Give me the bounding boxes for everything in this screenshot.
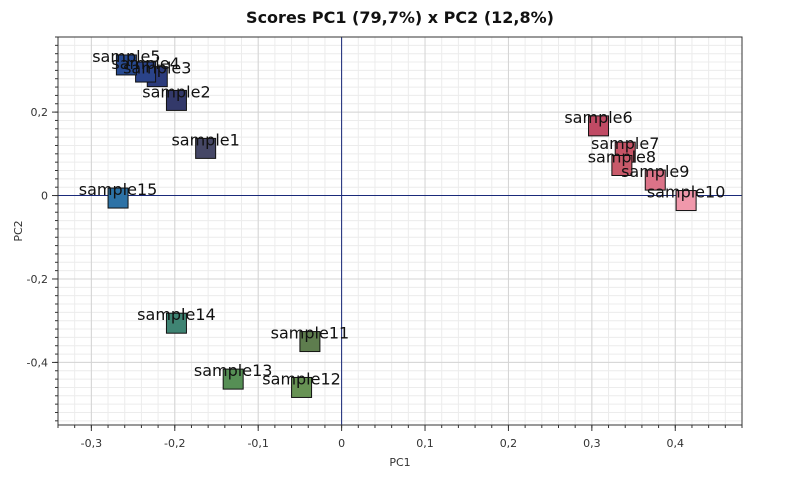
axis-layer (57, 36, 743, 426)
x-tick-label: 0 (338, 437, 345, 450)
point-label-sample14: sample14 (137, 305, 216, 324)
point-sample9 (644, 169, 666, 191)
point-label-sample10: sample10 (647, 183, 726, 202)
x-tick-label: -0,3 (81, 437, 102, 450)
point-sample6 (588, 115, 610, 137)
point-label-sample4: sample4 (111, 54, 179, 73)
x-tick-label: -0,2 (164, 437, 185, 450)
point-label-sample15: sample15 (79, 180, 158, 199)
point-sample14 (165, 312, 187, 334)
x-tick-label: 0,2 (500, 437, 518, 450)
point-sample2 (165, 89, 187, 111)
point-label-sample2: sample2 (142, 82, 210, 101)
point-label-sample5: sample5 (92, 47, 160, 66)
point-label-sample9: sample9 (621, 162, 689, 181)
y-tick-label: 0 (41, 190, 48, 203)
point-sample5 (115, 54, 137, 76)
point-label-sample6: sample6 (564, 108, 632, 127)
point-label-sample8: sample8 (588, 147, 656, 166)
chart-title: Scores PC1 (79,7%) x PC2 (12,8%) (246, 8, 554, 27)
point-sample11 (299, 331, 321, 353)
y-axis-label: PC2 (12, 220, 25, 241)
y-tick-label: -0,2 (27, 273, 48, 286)
point-label-sample3: sample3 (123, 59, 191, 78)
x-tick-label: 0,4 (667, 437, 685, 450)
point-sample15 (107, 187, 129, 209)
point-label-sample7: sample7 (591, 134, 659, 153)
point-label-sample12: sample12 (262, 369, 341, 388)
point-label-sample11: sample11 (271, 324, 350, 343)
y-tick-label: -0,4 (27, 356, 48, 369)
y-tick-label: 0,2 (31, 106, 49, 119)
point-sample1 (195, 137, 217, 159)
point-sample8 (611, 154, 633, 176)
x-tick-label: 0,3 (583, 437, 601, 450)
x-tick-label: -0,1 (247, 437, 268, 450)
x-axis-label: PC1 (389, 456, 410, 469)
point-layer (107, 54, 697, 398)
point-sample10 (675, 190, 697, 212)
tick-layer: -0,3 -0,2 -0,1 0 0,1 0,2 0,3 0,4 -0,4 -0,2 0 0,2 (27, 36, 743, 450)
point-label-sample13: sample13 (194, 361, 273, 380)
point-sample12 (291, 376, 313, 398)
point-sample13 (222, 368, 244, 390)
plot-frame (57, 36, 743, 426)
point-label-sample1: sample1 (171, 130, 239, 149)
x-tick-label: 0,1 (416, 437, 434, 450)
